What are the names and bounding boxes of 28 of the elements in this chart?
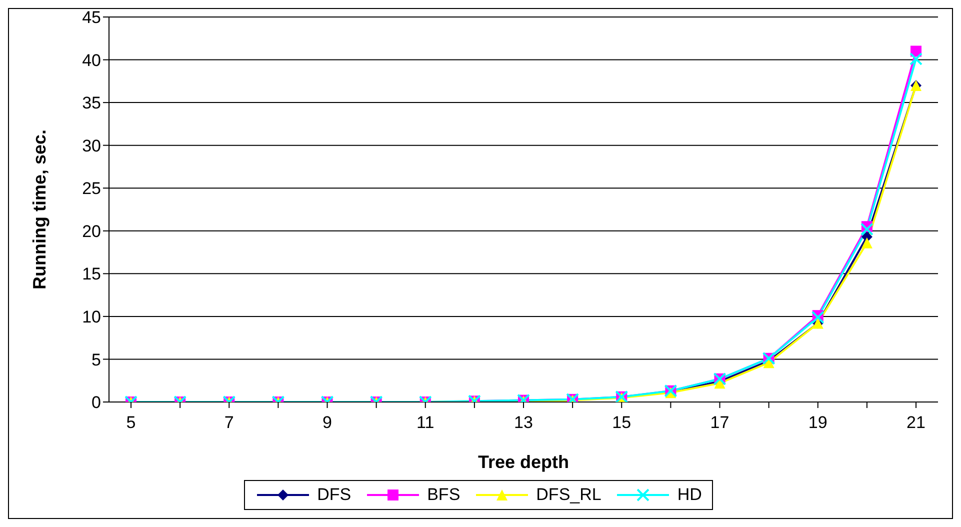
y-tick-label: 15	[82, 264, 101, 284]
y-tick-label: 5	[92, 350, 101, 370]
x-tick-label: 21	[906, 413, 926, 432]
y-axis-title: Running time, sec.	[29, 129, 50, 290]
x-tick-label: 13	[514, 413, 533, 432]
x-tick-label: 11	[416, 413, 434, 432]
x-tick-label: 15	[612, 413, 632, 432]
legend-label: BFS	[427, 485, 460, 505]
y-tick-label: 20	[82, 222, 101, 241]
x-tick-label: 5	[126, 413, 136, 432]
point	[860, 222, 874, 236]
y-tick-label: 25	[82, 179, 101, 198]
point	[861, 237, 872, 248]
x-axis-title: Tree depth	[478, 452, 570, 472]
legend-label: DFS	[317, 485, 352, 505]
x-tick-label: 19	[808, 413, 828, 432]
point	[811, 310, 824, 324]
y-tick-label: 35	[82, 94, 101, 113]
y-tick-label: 40	[82, 50, 101, 70]
y-tick-label: 45	[82, 8, 101, 28]
x-tick-label: 7	[224, 413, 234, 432]
legend-label: HD	[677, 485, 702, 505]
y-tick-label: 30	[82, 136, 101, 156]
legend-label: DFS_RL	[536, 485, 602, 505]
x-tick-label: 17	[710, 413, 730, 432]
y-tick-label: 0	[92, 393, 101, 412]
x-tick-label: 9	[322, 413, 332, 432]
y-tick-label: 10	[82, 307, 101, 326]
